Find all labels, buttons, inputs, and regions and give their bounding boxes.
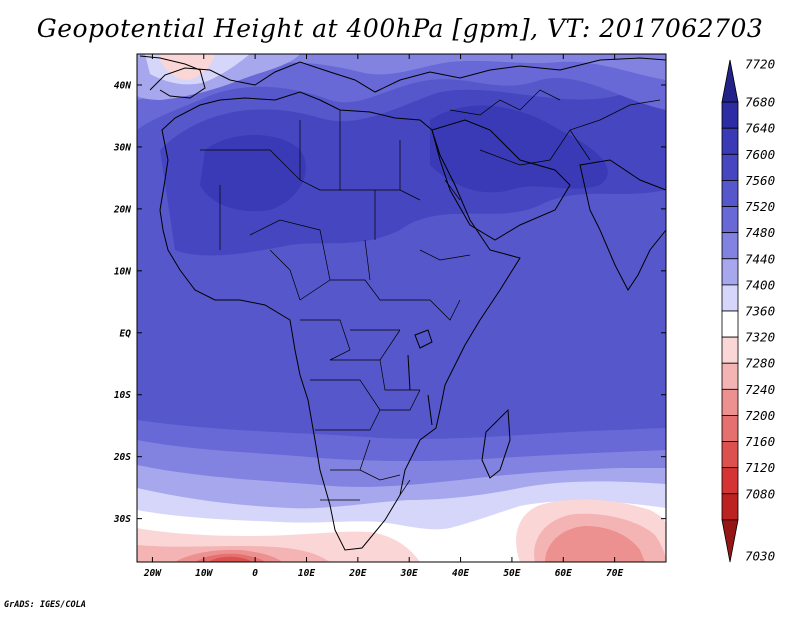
africa-coastline bbox=[159, 91, 521, 551]
india-coastline bbox=[579, 159, 666, 291]
field-7640-middle-east bbox=[430, 105, 608, 193]
colorbar-label: 7280 bbox=[745, 356, 775, 371]
iberia-coastline bbox=[139, 55, 206, 99]
colorbar-segment bbox=[721, 232, 739, 260]
lon-label: 10E bbox=[298, 568, 315, 579]
map-plot-area bbox=[137, 54, 666, 562]
colorbar-label: 7080 bbox=[745, 486, 775, 501]
lat-label: EQ bbox=[120, 328, 132, 339]
colorbar-label: 7030 bbox=[745, 549, 775, 564]
colorbar-segment bbox=[721, 388, 739, 416]
colorbar-label: 7200 bbox=[745, 408, 775, 423]
colorbar-label: 7160 bbox=[745, 434, 775, 449]
colorbar-label: 7520 bbox=[745, 199, 775, 214]
lon-label: 50E bbox=[503, 568, 520, 579]
colorbar-segment bbox=[721, 153, 739, 181]
colorbar-label: 7320 bbox=[745, 330, 775, 345]
field-7520-med bbox=[137, 54, 666, 130]
lat-label: 40N bbox=[114, 80, 131, 91]
colorbar-label: 7560 bbox=[745, 173, 775, 188]
field-7160-south bbox=[208, 556, 252, 562]
colorbar-segment bbox=[721, 519, 739, 563]
lon-label: 20W bbox=[143, 568, 162, 579]
lat-label: 30N bbox=[113, 142, 131, 153]
lake-tanganyika bbox=[407, 354, 411, 391]
colorbar-segment bbox=[721, 206, 739, 234]
lat-label: 30S bbox=[113, 514, 131, 525]
colorbar-label: 7680 bbox=[745, 95, 775, 110]
colorbar-segment bbox=[721, 362, 739, 390]
lon-label: 10W bbox=[195, 568, 213, 579]
colorbar-segment bbox=[721, 180, 739, 207]
colorbar-label: 7120 bbox=[745, 460, 775, 475]
europe-coastline bbox=[149, 57, 666, 93]
colorbar-label: 7400 bbox=[745, 277, 775, 292]
colorbar-label: 7640 bbox=[745, 121, 775, 136]
colorbar-segment bbox=[721, 101, 739, 129]
lon-label: 20E bbox=[348, 568, 366, 579]
colorbar-segment bbox=[721, 336, 739, 364]
map-title: Geopotential Height at 400hPa [gpm], VT:… bbox=[36, 14, 764, 43]
lon-label: 30E bbox=[400, 568, 418, 579]
country-borders bbox=[200, 89, 661, 501]
colorbar-segment bbox=[721, 310, 739, 338]
coastlines bbox=[139, 55, 666, 551]
colorbar-label: 7440 bbox=[745, 251, 775, 266]
map-frame bbox=[136, 53, 667, 563]
colorbar-segment bbox=[721, 59, 739, 103]
lake-victoria bbox=[414, 329, 433, 349]
lat-label: 20N bbox=[113, 204, 131, 215]
colorbar-segment bbox=[721, 284, 739, 312]
grads-credit: GrADS: IGES/COLA bbox=[4, 600, 86, 610]
colorbar-label: 7600 bbox=[745, 147, 775, 162]
lon-label: 60E bbox=[555, 568, 572, 579]
lat-label: 20S bbox=[113, 452, 131, 463]
colorbar-segment bbox=[721, 127, 739, 155]
colorbar-segment bbox=[721, 258, 739, 286]
field-7240-indian bbox=[545, 526, 645, 562]
madagascar-coastline bbox=[481, 408, 511, 479]
colorbar: 7720 7680 7640 7600 7560 7520 7480 7440 7400 7360… bbox=[721, 57, 775, 564]
lon-label: 70E bbox=[606, 568, 623, 579]
colorbar-segment bbox=[721, 467, 739, 495]
field-7640-sahara bbox=[200, 135, 306, 212]
lat-label: 10S bbox=[114, 390, 131, 401]
map-axes: 20W 10W 0 10E 20E 30E 40E 50E 60E 70E 40N 30N 20N 10N… bbox=[113, 54, 666, 579]
lake-malawi bbox=[427, 394, 433, 426]
colorbar-segment bbox=[721, 415, 739, 442]
colorbar-segment bbox=[721, 441, 739, 469]
lon-label: 40E bbox=[452, 568, 469, 579]
colorbar-label: 7240 bbox=[745, 382, 775, 397]
lon-label: 0 bbox=[252, 568, 258, 579]
arabia-coastline bbox=[431, 119, 571, 241]
colorbar-segment bbox=[721, 493, 739, 521]
lat-label: 10N bbox=[114, 266, 131, 277]
colorbar-label: 7480 bbox=[745, 225, 775, 240]
colorbar-label: 7720 bbox=[745, 57, 775, 72]
colorbar-label: 7360 bbox=[745, 304, 775, 319]
